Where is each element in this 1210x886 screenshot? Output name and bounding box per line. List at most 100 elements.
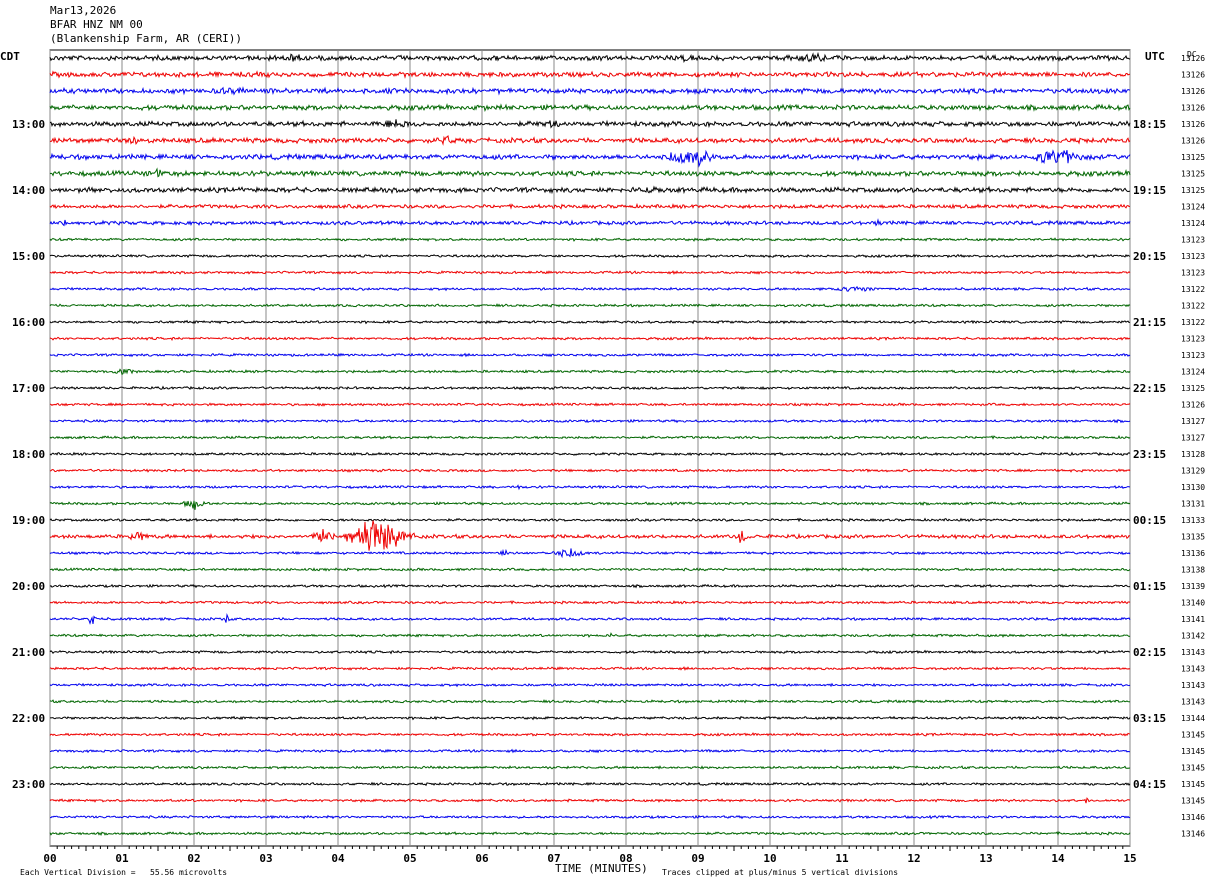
right-time-label: 04:15 <box>1133 778 1166 791</box>
trace-row-0 <box>49 51 1131 64</box>
trace-row-37 <box>49 666 1131 671</box>
trace-row-8 <box>49 185 1131 195</box>
dc-offset-label: 13122 <box>1181 318 1205 327</box>
trace-row-46 <box>49 814 1131 820</box>
right-time-label: 21:15 <box>1133 316 1166 329</box>
dc-offset-label: 13129 <box>1181 467 1205 476</box>
x-tick-label: 07 <box>547 852 560 865</box>
dc-offset-label: 13130 <box>1181 483 1205 492</box>
trace-row-15 <box>49 303 1131 308</box>
dc-offset-label: 13124 <box>1181 203 1205 212</box>
dc-offset-label: 13145 <box>1181 731 1205 740</box>
trace-row-47 <box>49 831 1131 836</box>
x-tick-label: 08 <box>619 852 632 865</box>
trace-row-19 <box>49 368 1131 376</box>
x-tick-label: 00 <box>43 852 56 865</box>
trace-row-34 <box>49 612 1131 625</box>
dc-offset-label: 13145 <box>1181 797 1205 806</box>
x-tick-label: 09 <box>691 852 704 865</box>
x-tick-label: 13 <box>979 852 992 865</box>
dc-offset-label: 13146 <box>1181 813 1205 822</box>
dc-offset-label: 13146 <box>1181 830 1205 839</box>
trace-row-43 <box>49 765 1131 770</box>
x-tick-label: 14 <box>1051 852 1065 865</box>
trace-row-12 <box>49 253 1131 259</box>
right-time-label: 02:15 <box>1133 646 1166 659</box>
dc-offset-label: 13125 <box>1181 384 1205 393</box>
dc-offset-label: 13141 <box>1181 615 1205 624</box>
trace-row-20 <box>49 385 1131 391</box>
left-time-label: 23:00 <box>12 778 45 791</box>
left-time-label: 20:00 <box>12 580 45 593</box>
x-tick-label: 04 <box>331 852 345 865</box>
grid-lines <box>49 49 1131 851</box>
header-date: Mar13,2026 <box>50 4 117 17</box>
trace-row-3 <box>49 102 1131 112</box>
right-time-label: 19:15 <box>1133 184 1166 197</box>
x-tick-label: 15 <box>1123 852 1136 865</box>
left-time-label: 15:00 <box>12 250 45 263</box>
dc-offset-label: 13122 <box>1181 285 1205 294</box>
dc-offset-label: 13143 <box>1181 665 1205 674</box>
right-time-label: 23:15 <box>1133 448 1166 461</box>
dc-offset-label: 13126 <box>1181 71 1205 80</box>
trace-group <box>49 51 1131 836</box>
dc-offset-label: 13145 <box>1181 764 1205 773</box>
x-tick-label: 02 <box>187 852 200 865</box>
x-tick-label: 11 <box>835 852 849 865</box>
trace-row-21 <box>49 402 1131 407</box>
dc-offset-label: 13139 <box>1181 582 1205 591</box>
right-time-label: 22:15 <box>1133 382 1166 395</box>
dc-offset-label: 13131 <box>1181 500 1205 509</box>
x-tick-label: 05 <box>403 852 416 865</box>
trace-row-23 <box>49 435 1131 440</box>
dc-offset-label: 13145 <box>1181 747 1205 756</box>
dc-label: DC <box>1187 50 1197 59</box>
trace-row-17 <box>49 336 1131 341</box>
right-time-label: 20:15 <box>1133 250 1166 263</box>
trace-row-18 <box>49 352 1131 358</box>
trace-row-26 <box>49 484 1131 491</box>
trace-row-4 <box>49 119 1131 129</box>
trace-row-7 <box>49 167 1131 178</box>
dc-offset-label: 13123 <box>1181 335 1205 344</box>
dc-offset-label: 13143 <box>1181 698 1205 707</box>
trace-row-33 <box>49 600 1131 605</box>
trace-row-25 <box>49 468 1131 473</box>
header-site: (Blankenship Farm, AR (CERI)) <box>50 32 243 45</box>
trace-row-32 <box>49 583 1131 589</box>
trace-row-2 <box>49 86 1131 96</box>
x-tick-label: 12 <box>907 852 920 865</box>
right-time-label: 00:15 <box>1133 514 1166 527</box>
dc-offset-label: 13126 <box>1181 87 1205 96</box>
clip-note: Traces clipped at plus/minus 5 vertical … <box>662 868 899 877</box>
trace-row-42 <box>49 748 1131 754</box>
trace-row-35 <box>49 632 1131 638</box>
trace-row-6 <box>49 149 1131 168</box>
dc-offset-label: 13138 <box>1181 566 1205 575</box>
dc-offset-label: 13123 <box>1181 351 1205 360</box>
trace-row-29 <box>49 520 1131 551</box>
dc-offset-label: 13128 <box>1181 450 1205 459</box>
trace-row-11 <box>49 237 1131 242</box>
dc-offset-label: 13125 <box>1181 186 1205 195</box>
dc-offset-label: 13140 <box>1181 599 1205 608</box>
left-time-label: 21:00 <box>12 646 45 659</box>
trace-row-36 <box>49 649 1131 655</box>
dc-offset-label: 13124 <box>1181 368 1205 377</box>
left-time-label: 17:00 <box>12 382 45 395</box>
dc-offset-label: 13125 <box>1181 170 1205 179</box>
x-tick-label: 03 <box>259 852 272 865</box>
trace-row-39 <box>49 699 1131 704</box>
trace-row-5 <box>49 134 1131 146</box>
trace-row-10 <box>49 218 1131 227</box>
trace-row-22 <box>49 418 1131 424</box>
dc-offset-label: 13127 <box>1181 434 1205 443</box>
dc-offset-label: 13123 <box>1181 236 1205 245</box>
left-time-label: 13:00 <box>12 118 45 131</box>
x-tick-label: 06 <box>475 852 489 865</box>
trace-row-45 <box>49 797 1131 804</box>
trace-row-44 <box>49 781 1131 787</box>
x-axis-title: TIME (MINUTES) <box>555 862 648 875</box>
trace-row-16 <box>49 319 1131 325</box>
